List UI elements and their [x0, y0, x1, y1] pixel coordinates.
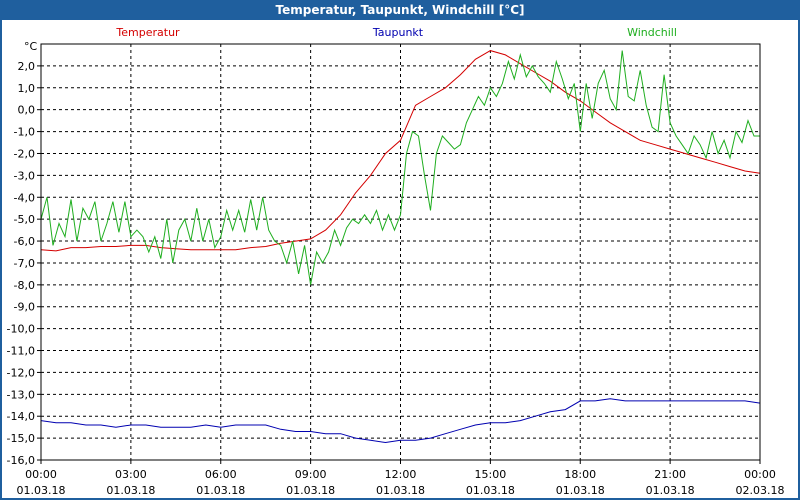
y-tick-label: -4,0	[14, 191, 35, 204]
y-tick-label: -16,0	[7, 454, 35, 467]
x-tick-time: 00:00	[25, 468, 57, 481]
y-axis-label: °C	[24, 40, 38, 53]
x-tick-date: 01.03.18	[286, 484, 335, 497]
legend-temperatur: Temperatur	[115, 26, 180, 39]
series-line-temperatur	[40, 50, 761, 252]
y-tick-label: -15,0	[7, 432, 35, 445]
axis-layer: 2,0 1,0 0,0 -1,0 -2,0 -3,0 -4,0 -5,0 -6,0 -7,0 -8,…	[7, 43, 785, 497]
x-tick-date: 01.03.18	[466, 484, 515, 497]
x-tick-time: 15:00	[475, 468, 507, 481]
legend-windchill: Windchill	[627, 26, 677, 39]
series-layer	[40, 50, 761, 444]
x-tick-time: 03:00	[115, 468, 147, 481]
y-tick-label: 2,0	[18, 60, 36, 73]
y-tick-label: -8,0	[14, 279, 35, 292]
y-tick-label: -13,0	[7, 388, 35, 401]
x-tick-date: 01.03.18	[376, 484, 425, 497]
y-tick-label: 1,0	[18, 82, 36, 95]
x-tick-date: 01.03.18	[646, 484, 695, 497]
x-tick-time: 18:00	[564, 468, 596, 481]
y-tick-label: 0,0	[18, 104, 36, 117]
window-title: Temperatur, Taupunkt, Windchill [°C]	[275, 3, 525, 17]
y-tick-label: -12,0	[7, 366, 35, 379]
y-tick-label: -7,0	[14, 257, 35, 270]
y-tick-label: -6,0	[14, 235, 35, 248]
x-tick-time: 21:00	[654, 468, 686, 481]
x-tick-date: 01.03.18	[106, 484, 155, 497]
x-tick-time: 12:00	[385, 468, 417, 481]
legend-taupunkt: Taupunkt	[372, 26, 424, 39]
y-tick-label: -9,0	[14, 301, 35, 314]
series-line-taupunkt	[40, 398, 761, 444]
x-tick-date: 01.03.18	[17, 484, 66, 497]
y-tick-label: -2,0	[14, 147, 35, 160]
y-tick-label: -14,0	[7, 410, 35, 423]
x-tick-date: 01.03.18	[556, 484, 605, 497]
x-tick-date: 01.03.18	[196, 484, 245, 497]
y-tick-label: -11,0	[7, 345, 35, 358]
series-line-windchill	[40, 50, 760, 285]
x-tick-date: 02.03.18	[736, 484, 785, 497]
x-tick-time: 09:00	[295, 468, 327, 481]
y-tick-label: -10,0	[7, 323, 35, 336]
y-tick-label: -1,0	[14, 126, 35, 139]
y-tick-label: -3,0	[14, 169, 35, 182]
x-tick-time: 06:00	[205, 468, 237, 481]
y-tick-label: -5,0	[14, 213, 35, 226]
legend: Temperatur Taupunkt Windchill	[115, 26, 677, 39]
plot-frame	[40, 43, 761, 461]
x-tick-time: 00:00	[744, 468, 776, 481]
